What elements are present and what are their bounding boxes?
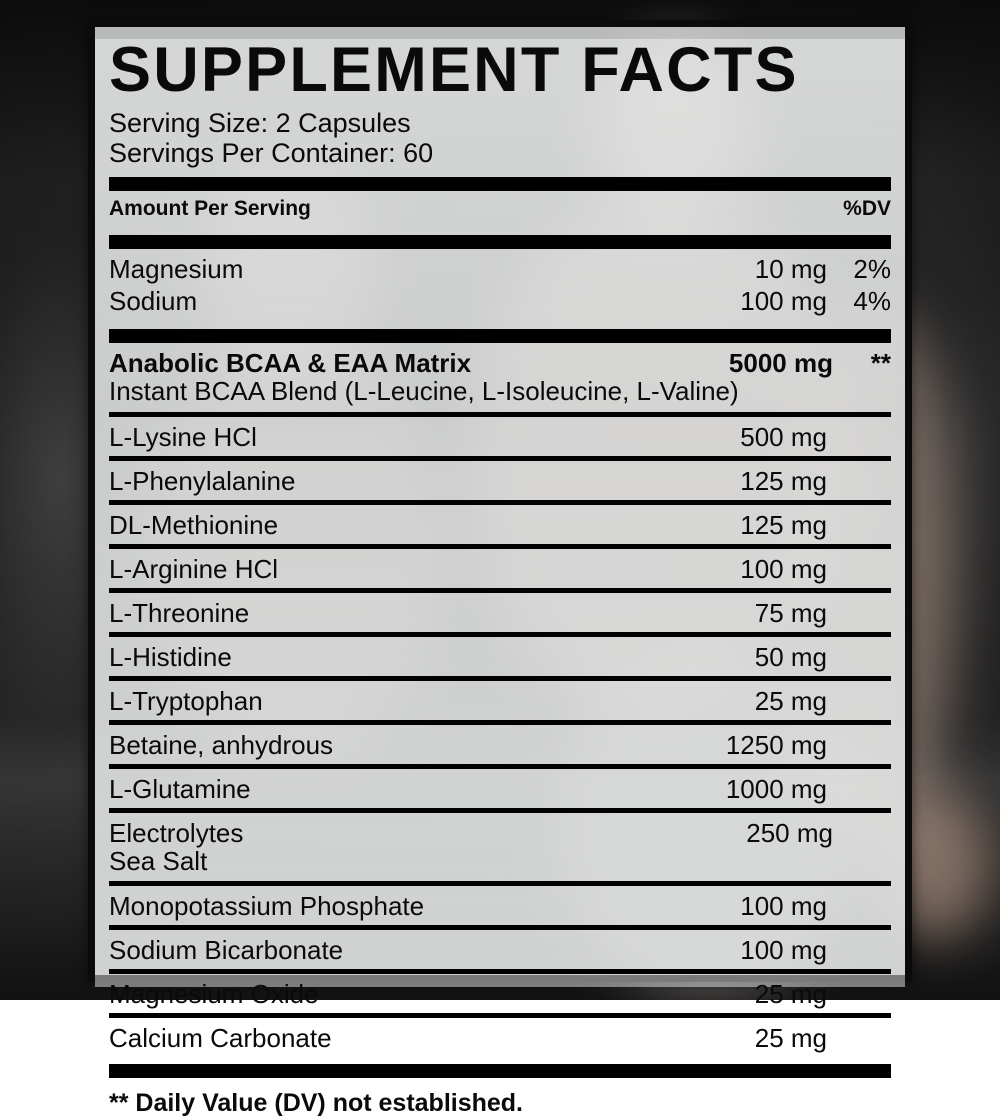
nutrient-name: Sodium — [109, 288, 740, 314]
table-row: L-Tryptophan 25 mg — [109, 681, 891, 720]
amount-per-serving-header-row: Amount Per Serving %DV — [109, 191, 891, 228]
table-row: L-Threonine 75 mg — [109, 593, 891, 632]
nutrient-amount: 1000 mg — [726, 776, 833, 802]
nutrient-name: L-Glutamine — [109, 776, 726, 802]
nutrient-amount: 25 mg — [755, 1025, 833, 1051]
table-row: Magnesium Oxide 25 mg — [109, 974, 891, 1013]
nutrient-name: Monopotassium Phosphate — [109, 893, 740, 919]
divider-thick-above-matrix — [109, 329, 891, 343]
electrolytes-subtext: Sea Salt — [109, 848, 891, 881]
matrix-amount: 5000 mg — [729, 350, 833, 376]
matrix-subtext: Instant BCAA Blend (L-Leucine, L-Isoleuc… — [109, 378, 891, 411]
table-row: L-Arginine HCl 100 mg — [109, 549, 891, 588]
table-row: L-Glutamine 1000 mg — [109, 769, 891, 808]
nutrient-amount: 100 mg — [740, 556, 833, 582]
nutrient-name: Magnesium — [109, 256, 755, 282]
table-row: Magnesium 10 mg 2% — [109, 249, 891, 288]
nutrient-amount: 100 mg — [740, 288, 833, 314]
electrolytes-name: Electrolytes — [109, 820, 746, 846]
nutrient-amount: 25 mg — [755, 981, 833, 1007]
nutrient-amount: 100 mg — [740, 893, 833, 919]
nutrient-amount: 10 mg — [755, 256, 833, 282]
nutrient-name: L-Phenylalanine — [109, 468, 740, 494]
nutrient-name: DL-Methionine — [109, 512, 740, 538]
table-row: Sodium 100 mg 4% — [109, 288, 891, 320]
divider-thick-top — [109, 177, 891, 191]
nutrient-amount: 50 mg — [755, 644, 833, 670]
nutrient-name: Betaine, anhydrous — [109, 732, 726, 758]
electrolytes-amount: 250 mg — [746, 820, 833, 846]
nutrient-amount: 500 mg — [740, 424, 833, 450]
nutrient-name: Calcium Carbonate — [109, 1025, 755, 1051]
nutrient-name: L-Lysine HCl — [109, 424, 740, 450]
servings-per-container-text: Servings Per Container: 60 — [109, 138, 891, 168]
matrix-name: Anabolic BCAA & EAA Matrix — [109, 350, 729, 376]
table-row: L-Histidine 50 mg — [109, 637, 891, 676]
nutrient-name: L-Histidine — [109, 644, 755, 670]
table-row: Betaine, anhydrous 1250 mg — [109, 725, 891, 764]
table-row: Sodium Bicarbonate 100 mg — [109, 930, 891, 969]
nutrient-amount: 25 mg — [755, 688, 833, 714]
panel-title: SUPPLEMENT FACTS — [109, 39, 891, 102]
table-row: DL-Methionine 125 mg — [109, 505, 891, 544]
electrolytes-heading-row: Electrolytes 250 mg — [109, 813, 891, 848]
amount-per-serving-label: Amount Per Serving — [109, 197, 843, 221]
nutrient-name: Sodium Bicarbonate — [109, 937, 740, 963]
percent-dv-label: %DV — [843, 197, 891, 221]
nutrient-dv: 2% — [833, 256, 891, 282]
nutrient-dv: 4% — [833, 288, 891, 314]
nutrient-amount: 125 mg — [740, 468, 833, 494]
table-row: L-Lysine HCl 500 mg — [109, 417, 891, 456]
matrix-dv: ** — [833, 350, 891, 376]
supplement-facts-panel: SUPPLEMENT FACTS Serving Size: 2 Capsule… — [88, 20, 912, 982]
table-row: Calcium Carbonate 25 mg — [109, 1018, 891, 1057]
table-row: Monopotassium Phosphate 100 mg — [109, 886, 891, 925]
divider-thick-under-header — [109, 235, 891, 249]
nutrient-name: L-Threonine — [109, 600, 755, 626]
supplement-facts-content: SUPPLEMENT FACTS Serving Size: 2 Capsule… — [95, 39, 905, 987]
nutrient-amount: 75 mg — [755, 600, 833, 626]
nutrient-name: L-Arginine HCl — [109, 556, 740, 582]
table-row: L-Phenylalanine 125 mg — [109, 461, 891, 500]
footnote-text: ** Daily Value (DV) not established. — [109, 1078, 891, 1118]
nutrient-amount: 125 mg — [740, 512, 833, 538]
nutrient-name: L-Tryptophan — [109, 688, 755, 714]
divider-thick-bottom — [109, 1064, 891, 1078]
nutrient-amount: 100 mg — [740, 937, 833, 963]
nutrient-amount: 1250 mg — [726, 732, 833, 758]
matrix-heading-row: Anabolic BCAA & EAA Matrix 5000 mg ** — [109, 343, 891, 378]
nutrient-name: Magnesium Oxide — [109, 981, 755, 1007]
serving-size-text: Serving Size: 2 Capsules — [109, 108, 891, 138]
